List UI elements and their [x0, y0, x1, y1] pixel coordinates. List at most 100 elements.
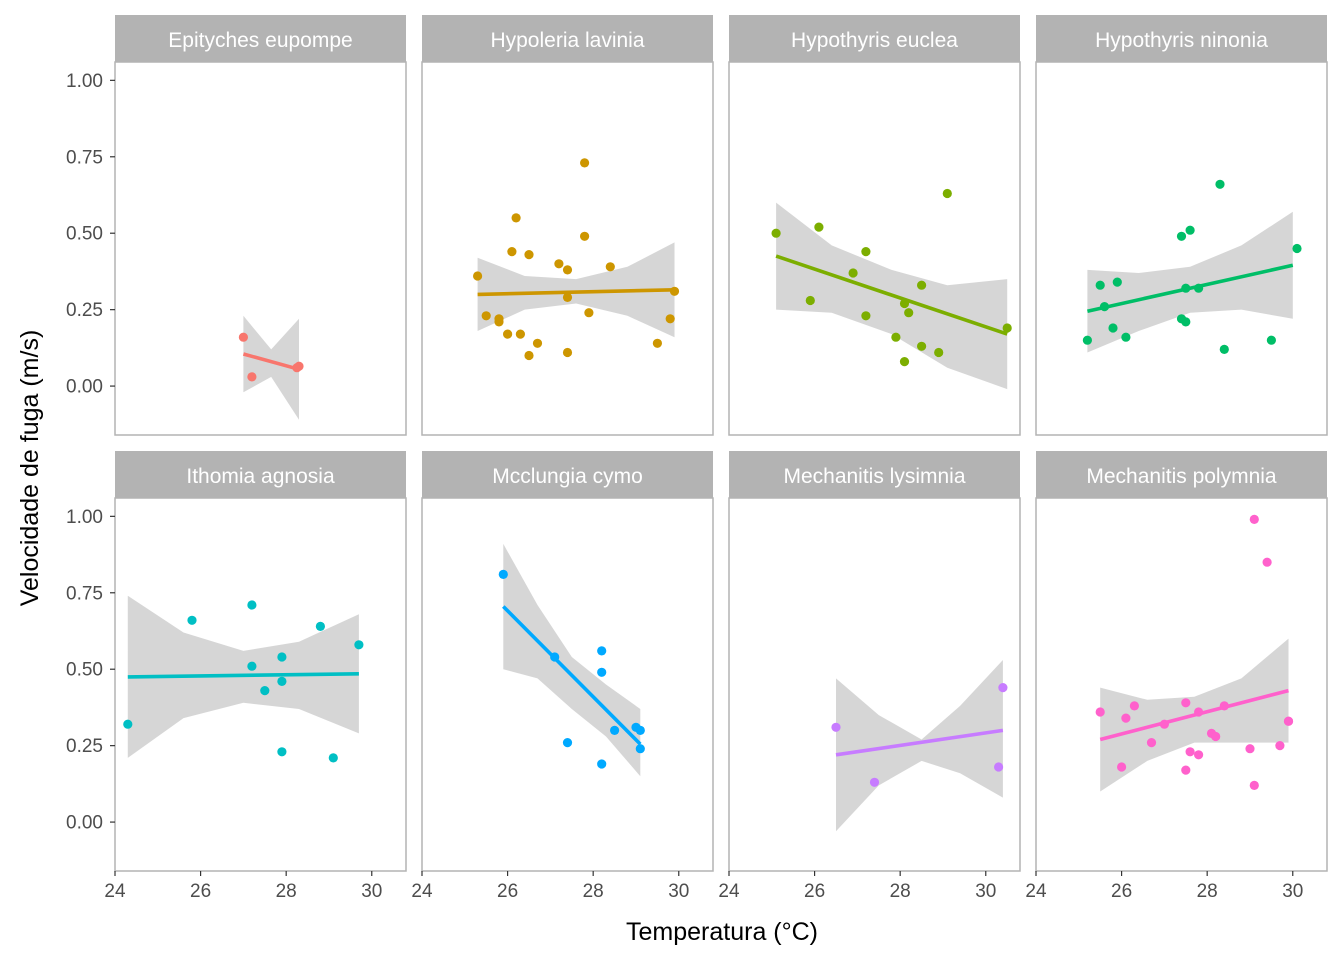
facet-strip [1036, 15, 1327, 62]
y-tick-label: 0.25 [66, 736, 103, 757]
data-point [869, 777, 880, 787]
data-point [494, 317, 504, 327]
y-tick-label: 0.50 [66, 224, 103, 245]
x-tick-label: 24 [1025, 881, 1047, 902]
data-point [1249, 780, 1259, 791]
data-point [524, 250, 534, 260]
panel-frame [421, 497, 714, 872]
confidence-band [503, 543, 641, 777]
data-point [1121, 332, 1131, 342]
data-point [507, 247, 517, 257]
data-point [635, 744, 645, 754]
confidence-band [836, 660, 1003, 832]
facet-strip [115, 15, 406, 62]
data-point [861, 311, 871, 321]
data-point [1108, 323, 1118, 333]
data-point [1262, 557, 1272, 567]
regression-line [835, 728, 1004, 757]
y-tick-label: 0.25 [66, 300, 103, 321]
data-point [1185, 747, 1195, 757]
x-tick-label: 30 [668, 881, 689, 902]
axes-layer: 0.00 0.25 0.50 0.75 1.00 0.00 0.25 0.50 0.75 1.00… [66, 71, 1303, 902]
y-tick-label: 0.50 [66, 660, 103, 681]
data-point [597, 759, 607, 769]
data-point [1215, 179, 1225, 189]
data-point [1181, 317, 1191, 327]
data-point [1112, 277, 1122, 287]
data-point [998, 683, 1008, 693]
facet-panel: Epityches eupompe [114, 15, 407, 436]
data-point [562, 265, 573, 275]
x-tick-label: 24 [718, 881, 740, 902]
data-point [652, 338, 663, 348]
data-point [994, 762, 1004, 772]
data-point [328, 753, 338, 763]
data-point [917, 280, 927, 290]
facet-strip-label: Hypoleria lavinia [490, 29, 644, 52]
facet-strip-label: Mechanitis lysimnia [783, 465, 965, 488]
data-point [247, 600, 257, 610]
x-tick-label: 28 [1197, 881, 1218, 902]
panel-frame [728, 497, 1021, 872]
confidence-band [1087, 211, 1293, 353]
data-point [562, 738, 573, 748]
panel-frame [421, 61, 714, 436]
facet-strip-label: Mechanitis polymnia [1086, 465, 1277, 488]
data-point [580, 158, 590, 168]
data-point [498, 569, 508, 580]
x-tick-label: 24 [411, 881, 433, 902]
data-point [635, 725, 645, 736]
facet-panel: Ithomia agnosia [114, 451, 407, 872]
data-point [848, 268, 858, 278]
data-point [1283, 716, 1294, 726]
panel-frame [114, 497, 407, 872]
x-tick-label: 28 [276, 881, 297, 902]
data-point [247, 661, 257, 671]
data-point [473, 271, 483, 281]
facet-panel: Hypothyris euclea [728, 15, 1021, 436]
regression-line [127, 672, 359, 679]
data-point [942, 188, 952, 199]
x-tick-label: 30 [361, 881, 382, 902]
data-point [665, 314, 675, 324]
data-point [247, 372, 257, 382]
data-point [515, 329, 526, 339]
data-point [597, 667, 607, 677]
facet-strip [1036, 451, 1327, 498]
panel-frame [1035, 61, 1328, 436]
data-point [1146, 738, 1157, 748]
data-point [771, 228, 781, 238]
regression-line [502, 605, 642, 746]
data-point [277, 676, 287, 687]
data-point [1181, 765, 1191, 775]
data-point [503, 329, 513, 339]
facet-strip-label: Epityches eupompe [168, 29, 352, 52]
regression-line [1087, 263, 1294, 313]
x-tick-label: 26 [1111, 881, 1132, 902]
data-point [831, 722, 841, 732]
x-tick-label: 28 [583, 881, 604, 902]
data-point [899, 357, 910, 367]
data-point [1181, 698, 1191, 708]
y-axis-title: Velocidade de fuga (m/s) [16, 330, 44, 607]
data-point [1185, 225, 1195, 235]
panel-frame [114, 61, 407, 436]
data-point [532, 338, 543, 348]
data-point [610, 725, 620, 736]
data-point [1095, 280, 1105, 290]
facet-strip-label: Hypothyris euclea [791, 29, 958, 52]
data-point [1275, 741, 1285, 751]
regression-line [775, 254, 1008, 336]
data-point [934, 347, 944, 358]
data-point [524, 350, 534, 361]
y-tick-label: 0.00 [66, 377, 103, 398]
facet-panel: Mcclungia cymo [421, 451, 714, 872]
x-tick-label: 26 [497, 881, 518, 902]
x-tick-label: 30 [1282, 881, 1303, 902]
x-tick-label: 26 [190, 881, 211, 902]
data-point [1194, 750, 1204, 760]
y-tick-label: 1.00 [66, 71, 103, 92]
panel-frame [1035, 497, 1328, 872]
data-point [1129, 701, 1139, 711]
